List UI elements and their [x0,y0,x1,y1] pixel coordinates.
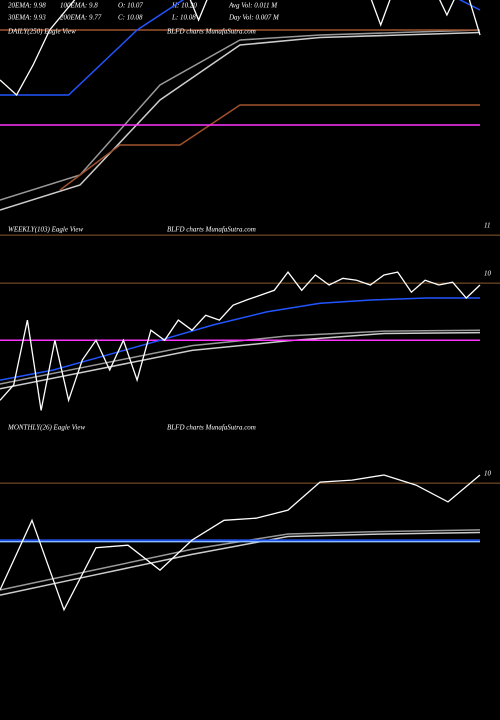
series-line [59,104,480,191]
panel [0,0,481,211]
panel-subtitle: BLFD charts MunafaSutra.com [167,424,256,432]
series-line [0,31,481,211]
series-line [0,331,481,390]
panel-subtitle: BLFD charts MunafaSutra.com [167,226,256,234]
series-line [0,271,481,411]
header-stat: H: 10.20 [171,2,197,10]
header-stat: 20EMA: 9.98 [8,2,46,10]
series-line [0,297,480,381]
series-line [0,0,481,96]
header-stat: O: 10.07 [118,2,143,10]
header-stat: C: 10.08 [118,14,143,22]
panel-subtitle: BLFD charts MunafaSutra.com [167,28,256,36]
header-stat: 200EMA: 9.77 [60,14,102,22]
y-tick-label: 10 [484,470,492,478]
header-stat: Day Vol: 0.007 M [228,14,280,22]
panel-title: MONTHLY(26) Eagle View [7,424,85,432]
header-stat: 100EMA: 9.8 [60,2,98,10]
y-tick-label: 10 [484,270,492,278]
series-line [0,474,481,612]
y-tick-label: 11 [484,222,490,230]
header-stat: Avg Vol: 0.011 M [228,2,278,10]
header-stat: L: 10.08 [171,14,196,22]
panel [0,234,500,411]
panel-title: WEEKLY(103) Eagle View [8,226,83,234]
panel [0,474,500,612]
header-stat: 30EMA: 9.93 [7,14,46,22]
panel-title: DAILY(250) Eagle View [7,28,76,36]
